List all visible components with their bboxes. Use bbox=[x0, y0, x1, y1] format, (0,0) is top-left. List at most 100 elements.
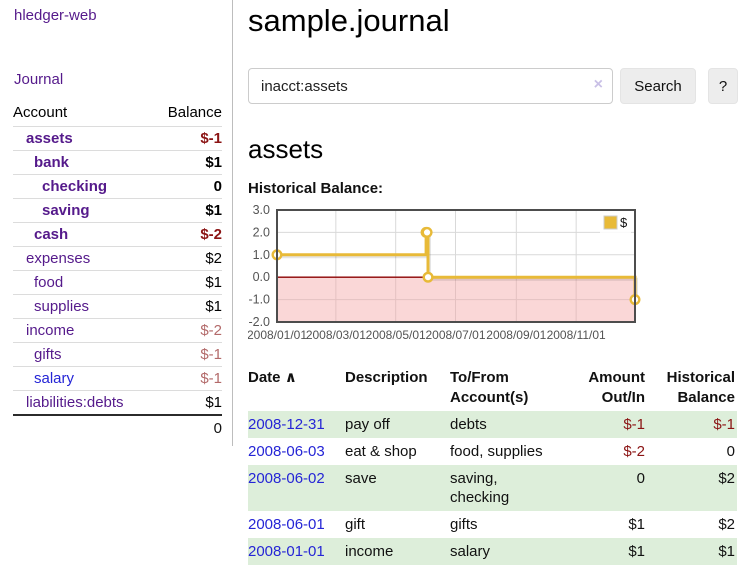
account-row: bank $1 bbox=[13, 150, 222, 175]
accounts-header-balance: Balance bbox=[167, 104, 222, 121]
account-name-cell: liabilities:debts bbox=[13, 391, 153, 416]
amount-cell: $-1 bbox=[623, 416, 645, 433]
account-link[interactable]: expenses bbox=[26, 250, 91, 267]
accounts-header-row: Account Balance bbox=[13, 100, 222, 127]
date-cell: 2008-12-31 bbox=[248, 411, 345, 438]
search-button[interactable]: Search bbox=[620, 68, 696, 104]
svg-text:0.0: 0.0 bbox=[253, 270, 270, 284]
account-link[interactable]: checking bbox=[42, 178, 108, 195]
date-link[interactable]: 2008-06-03 bbox=[248, 443, 325, 460]
account-link[interactable]: supplies bbox=[34, 298, 90, 315]
register-header-balance: Historical Balance bbox=[666, 369, 735, 406]
svg-text:2.0: 2.0 bbox=[253, 225, 270, 239]
account-row: food $1 bbox=[13, 270, 222, 295]
account-name-cell: assets bbox=[13, 127, 153, 151]
accounts-cell: gifts bbox=[450, 516, 478, 533]
account-name-cell: supplies bbox=[13, 295, 153, 319]
register-header-description: Description bbox=[345, 369, 428, 386]
account-link[interactable]: bank bbox=[34, 154, 70, 171]
account-name-cell: bank bbox=[13, 151, 153, 175]
account-name-cell: income bbox=[13, 319, 153, 343]
account-link[interactable]: income bbox=[26, 322, 75, 339]
search-row: × Search ? bbox=[248, 68, 742, 104]
clear-search-icon[interactable]: × bbox=[593, 76, 603, 93]
account-link[interactable]: food bbox=[34, 274, 64, 291]
account-row: income $-2 bbox=[13, 318, 222, 343]
nav-journal-link[interactable]: Journal bbox=[14, 71, 64, 88]
table-row: 2008-06-03 eat & shop food, supplies $-2 0 bbox=[248, 438, 737, 465]
date-link[interactable]: 2008-06-01 bbox=[248, 516, 325, 533]
account-balance: $-2 bbox=[200, 226, 222, 243]
account-link[interactable]: salary bbox=[34, 370, 75, 387]
page-title: sample.journal bbox=[248, 3, 450, 38]
account-name-cell: food bbox=[13, 271, 153, 295]
date-cell: 2008-01-01 bbox=[248, 538, 345, 565]
balance-cell: 0 bbox=[726, 443, 735, 460]
svg-text:-2.0: -2.0 bbox=[248, 315, 270, 329]
account-row: supplies $1 bbox=[13, 294, 222, 319]
svg-text:-1.0: -1.0 bbox=[248, 293, 270, 307]
table-row: 2008-01-01 income salary $1 $1 bbox=[248, 538, 737, 565]
table-row: 2008-06-01 gift gifts $1 $2 bbox=[248, 511, 737, 538]
svg-text:2008/01/01: 2008/01/01 bbox=[248, 328, 307, 342]
balance-cell: $1 bbox=[718, 543, 735, 560]
brand-link[interactable]: hledger-web bbox=[14, 7, 97, 24]
date-cell: 2008-06-01 bbox=[248, 511, 345, 538]
account-name-cell: saving bbox=[13, 199, 153, 223]
accounts-total-value: 0 bbox=[213, 420, 222, 437]
account-balance: $-1 bbox=[200, 346, 222, 363]
account-row: assets $-1 bbox=[13, 126, 222, 151]
date-cell: 2008-06-02 bbox=[248, 465, 345, 511]
amount-cell: $1 bbox=[628, 543, 645, 560]
account-link[interactable]: liabilities:debts bbox=[26, 394, 124, 411]
account-heading: assets bbox=[248, 134, 324, 164]
date-link[interactable]: 2008-01-01 bbox=[248, 543, 325, 560]
search-box: × bbox=[248, 68, 613, 104]
date-link[interactable]: 2008-06-02 bbox=[248, 470, 325, 487]
account-row: checking 0 bbox=[13, 174, 222, 199]
register-header-date[interactable]: Date ∧ bbox=[248, 365, 345, 411]
sidebar: hledger-web Journal Account Balance asse… bbox=[0, 0, 233, 446]
amount-cell: $-2 bbox=[623, 443, 645, 460]
balance-cell: $-1 bbox=[713, 416, 735, 433]
chart-label: Historical Balance: bbox=[248, 180, 384, 197]
account-link[interactable]: gifts bbox=[34, 346, 62, 363]
accounts-cell: salary bbox=[450, 543, 491, 560]
account-balance: $2 bbox=[205, 250, 222, 267]
account-row: liabilities:debts $1 bbox=[13, 390, 222, 416]
accounts-cell: debts bbox=[450, 416, 487, 433]
svg-text:$: $ bbox=[620, 215, 628, 230]
account-balance: 0 bbox=[213, 178, 222, 195]
description-cell: income bbox=[345, 543, 394, 560]
table-row: 2008-06-02 save saving, checking 0 $2 bbox=[248, 465, 737, 511]
account-balance: $1 bbox=[205, 274, 222, 291]
date-cell: 2008-06-03 bbox=[248, 438, 345, 465]
account-balance: $-1 bbox=[200, 130, 222, 147]
account-link[interactable]: cash bbox=[34, 226, 69, 243]
main-content: sample.journal × Search ? assets Histori… bbox=[248, 0, 742, 565]
historical-balance-chart: 3.0 2.0 1.0 0.0 -1.0 -2.02008/01/012008/03/01… bbox=[248, 203, 641, 342]
account-link[interactable]: saving bbox=[42, 202, 90, 219]
account-row: gifts $-1 bbox=[13, 342, 222, 367]
svg-text:2008/05/01: 2008/05/01 bbox=[366, 328, 426, 342]
description-cell: gift bbox=[345, 516, 366, 533]
date-link[interactable]: 2008-12-31 bbox=[248, 416, 325, 433]
help-button[interactable]: ? bbox=[708, 68, 738, 104]
account-name-cell: salary bbox=[13, 367, 153, 391]
account-name-cell: checking bbox=[13, 175, 153, 199]
account-link[interactable]: assets bbox=[26, 130, 73, 147]
search-input[interactable] bbox=[248, 68, 613, 104]
account-row: cash $-2 bbox=[13, 222, 222, 247]
svg-text:1.0: 1.0 bbox=[253, 248, 270, 262]
svg-text:2008/09/01: 2008/09/01 bbox=[486, 328, 546, 342]
account-balance: $-2 bbox=[200, 322, 222, 339]
accounts-header-account: Account bbox=[13, 104, 68, 121]
account-balance: $1 bbox=[205, 394, 222, 411]
account-name-cell: gifts bbox=[13, 343, 153, 367]
account-balance: $1 bbox=[205, 298, 222, 315]
register-header-amount: Amount Out/In bbox=[588, 369, 645, 406]
sort-asc-icon: ∧ bbox=[284, 369, 297, 386]
balance-cell: $2 bbox=[718, 470, 735, 487]
table-row: 2008-12-31 pay off debts $-1 $-1 bbox=[248, 411, 737, 438]
register-header-accounts: To/From Account(s) bbox=[450, 369, 529, 406]
